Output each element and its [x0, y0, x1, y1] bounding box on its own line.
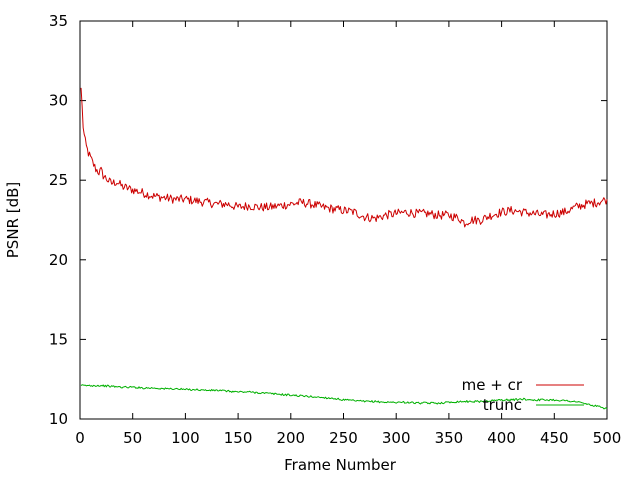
x-tick-label-300: 300 [382, 429, 411, 447]
plot-frame [79, 20, 608, 420]
series-line-me-cr [80, 87, 608, 228]
x-tick-label-400: 400 [487, 429, 516, 447]
x-tick-label-50: 50 [123, 429, 142, 447]
y-axis-label: PSNR [dB] [4, 182, 22, 259]
legend-label-trunc: trunc [483, 396, 522, 414]
x-tick-label-100: 100 [171, 429, 200, 447]
x-tick-label-500: 500 [593, 429, 622, 447]
y-tick-label-20: 20 [49, 251, 68, 269]
y-tick-label-10: 10 [49, 410, 68, 428]
y-tick-label-15: 15 [49, 330, 68, 348]
x-tick-labels: 0 50 100 150 200 250 300 350 400 450 500 [75, 429, 621, 447]
x-tick-label-350: 350 [435, 429, 464, 447]
x-tick-label-450: 450 [540, 429, 569, 447]
series-line-trunc [80, 384, 608, 410]
y-tick-label-30: 30 [49, 92, 68, 110]
legend: me + cr trunc [462, 376, 584, 414]
y-tick-labels: 10 15 20 25 30 35 [49, 12, 68, 428]
y-tick-label-35: 35 [49, 12, 68, 30]
legend-label-me-cr: me + cr [462, 376, 523, 394]
x-tick-label-150: 150 [224, 429, 253, 447]
x-tick-label-200: 200 [276, 429, 305, 447]
axis-ticks [79, 20, 608, 420]
x-tick-label-0: 0 [75, 429, 85, 447]
x-tick-label-250: 250 [329, 429, 358, 447]
x-axis-label: Frame Number [284, 456, 397, 474]
series-lines [80, 87, 608, 410]
y-tick-label-25: 25 [49, 171, 68, 189]
